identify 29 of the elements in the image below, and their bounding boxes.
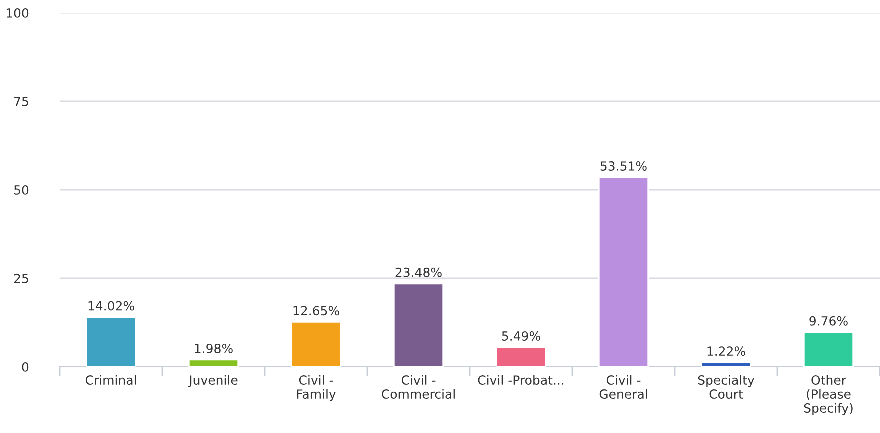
- x-tick-label: Civil - Family: [297, 375, 336, 402]
- y-tick-label: 25: [14, 274, 28, 284]
- bar: [393, 283, 444, 367]
- x-tick-label: Civil - Commercial: [382, 375, 455, 400]
- x-tick-label: Civil - General: [600, 375, 648, 400]
- data-label: 14.02%: [88, 301, 134, 311]
- data-label: 9.76%: [810, 316, 848, 326]
- bar: [290, 322, 342, 367]
- data-label: 5.49%: [502, 332, 540, 341]
- bar: [700, 362, 752, 367]
- data-label: 1.22%: [708, 346, 746, 356]
- data-label: 53.51%: [600, 162, 647, 171]
- x-tick-label: Specialty Court: [698, 375, 755, 400]
- y-tick-label: 50: [14, 185, 29, 195]
- bar: [803, 332, 854, 367]
- y-tick-label: 75: [14, 97, 28, 106]
- data-label: 1.98%: [195, 344, 233, 354]
- y-tick-label: 100: [6, 8, 29, 18]
- y-tick-label: 0: [22, 362, 29, 372]
- x-tick-label: Civil -Probat...: [478, 375, 564, 386]
- x-tick-label: Criminal: [86, 375, 136, 386]
- data-label: 23.48%: [396, 268, 442, 278]
- bar: [188, 359, 240, 367]
- bar: [86, 316, 137, 367]
- x-tick-label: Other (Please Specify): [804, 375, 853, 416]
- bar: [598, 176, 650, 367]
- data-label: 12.65%: [294, 306, 340, 316]
- x-tick-label: Juvenile: [188, 375, 238, 388]
- bar: [496, 346, 547, 367]
